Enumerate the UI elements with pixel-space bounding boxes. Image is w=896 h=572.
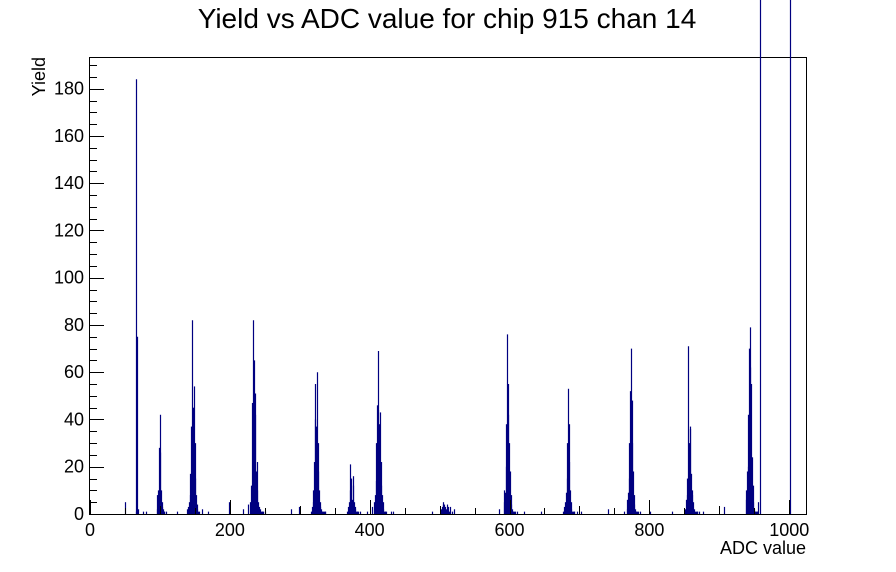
x-tick-label: 400 [355,520,385,540]
x-axis-label: ADC value [720,538,806,558]
y-tick-label: 100 [54,268,84,288]
y-tick-label: 40 [64,409,84,429]
y-tick-label: 180 [54,79,84,99]
x-tick-label: 600 [495,520,525,540]
y-axis-label: Yield [29,57,49,96]
y-tick-label: 160 [54,126,84,146]
histogram-bars [124,0,792,514]
x-tick-label: 800 [634,520,664,540]
x-tick-label: 200 [215,520,245,540]
plot-frame [89,57,807,515]
y-tick-label: 0 [74,504,84,524]
x-tick-label: 1000 [769,520,809,540]
x-tick-label: 0 [85,520,95,540]
chart-title: Yield vs ADC value for chip 915 chan 14 [198,3,697,34]
y-tick-label: 140 [54,173,84,193]
y-tick-label: 20 [64,457,84,477]
x-axis: 0 200 400 600 800 1000 [85,500,809,540]
y-tick-label: 80 [64,315,84,335]
y-tick-label: 60 [64,362,84,382]
y-axis: 0 20 40 60 80 100 120 140 160 180 [54,65,104,524]
y-tick-label: 120 [54,220,84,240]
